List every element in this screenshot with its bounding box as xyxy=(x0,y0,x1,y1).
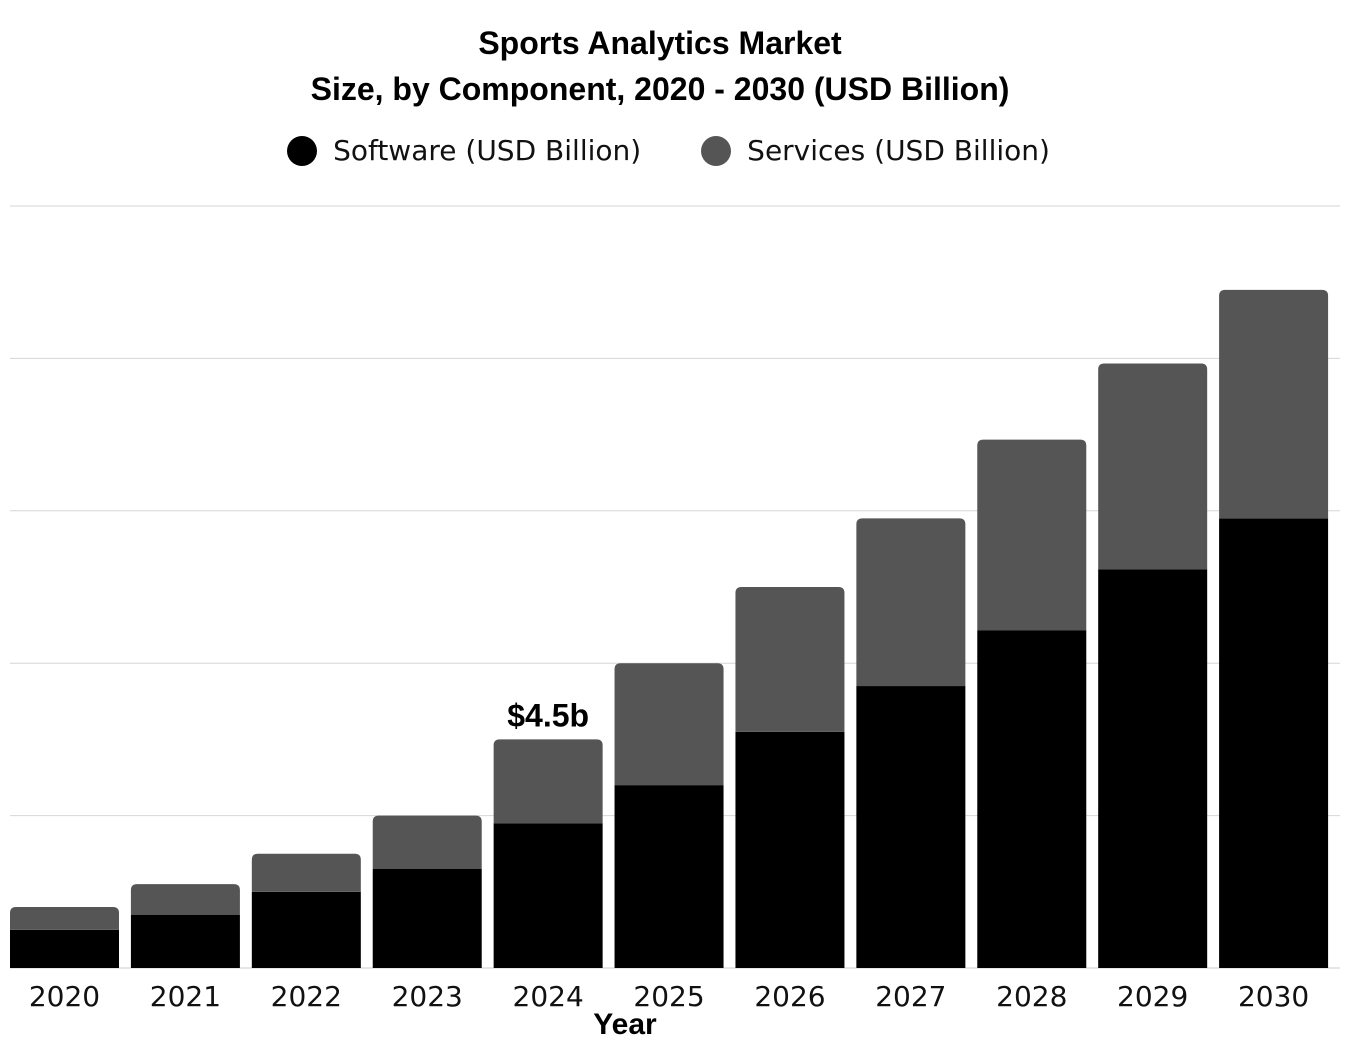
bar-services-2024 xyxy=(493,739,603,824)
bar-services-2022 xyxy=(251,853,361,892)
bar-services-2027 xyxy=(856,518,966,687)
bar-services-2023 xyxy=(372,815,482,869)
legend-item-software: Software (USD Billion) xyxy=(287,134,641,167)
bar-software-2026 xyxy=(735,731,845,968)
bar-software-2023 xyxy=(372,868,482,968)
legend-item-services: Services (USD Billion) xyxy=(701,134,1050,167)
bar-services-2021 xyxy=(130,884,240,915)
bar-software-2030 xyxy=(1219,518,1329,968)
x-tick-label-2024: 2024 xyxy=(513,980,584,1013)
legend-swatch-services xyxy=(701,135,732,166)
bar-services-2029 xyxy=(1098,363,1208,570)
data-label-2024: $4.5b xyxy=(507,697,589,733)
x-tick-label-2025: 2025 xyxy=(633,980,704,1013)
bar-software-2025 xyxy=(614,785,724,968)
x-tick-label-2028: 2028 xyxy=(996,980,1067,1013)
bar-services-2030 xyxy=(1219,289,1329,519)
x-tick-label-2030: 2030 xyxy=(1238,980,1309,1013)
bar-services-2020 xyxy=(10,907,119,930)
x-tick-label-2027: 2027 xyxy=(875,980,946,1013)
bar-software-2029 xyxy=(1098,569,1208,968)
bar-software-2022 xyxy=(251,891,361,968)
bar-software-2021 xyxy=(130,914,240,968)
chart-title-line2: Size, by Component, 2020 - 2030 (USD Bil… xyxy=(310,71,1010,107)
bar-software-2020 xyxy=(10,929,119,968)
x-tick-label-2029: 2029 xyxy=(1117,980,1188,1013)
x-tick-label-2022: 2022 xyxy=(271,980,342,1013)
x-tick-label-2020: 2020 xyxy=(29,980,100,1013)
legend-label-services: Services (USD Billion) xyxy=(747,134,1050,167)
x-tick-label-2023: 2023 xyxy=(392,980,463,1013)
chart-legend: Software (USD Billion) Services (USD Bil… xyxy=(0,134,1337,167)
x-axis-title: Year xyxy=(593,1008,657,1041)
bar-software-2024 xyxy=(493,823,603,968)
bar-services-2028 xyxy=(977,439,1087,631)
legend-swatch-software xyxy=(287,135,318,166)
legend-label-software: Software (USD Billion) xyxy=(333,134,642,167)
chart-title: Sports Analytics Market Size, by Compone… xyxy=(0,20,1320,112)
x-tick-label-2026: 2026 xyxy=(754,980,825,1013)
bar-services-2026 xyxy=(735,587,845,732)
bar-software-2027 xyxy=(856,686,966,968)
x-tick-label-2021: 2021 xyxy=(150,980,221,1013)
bar-software-2028 xyxy=(977,630,1087,968)
chart-title-line1: Sports Analytics Market xyxy=(478,25,842,61)
bar-services-2025 xyxy=(614,663,724,786)
